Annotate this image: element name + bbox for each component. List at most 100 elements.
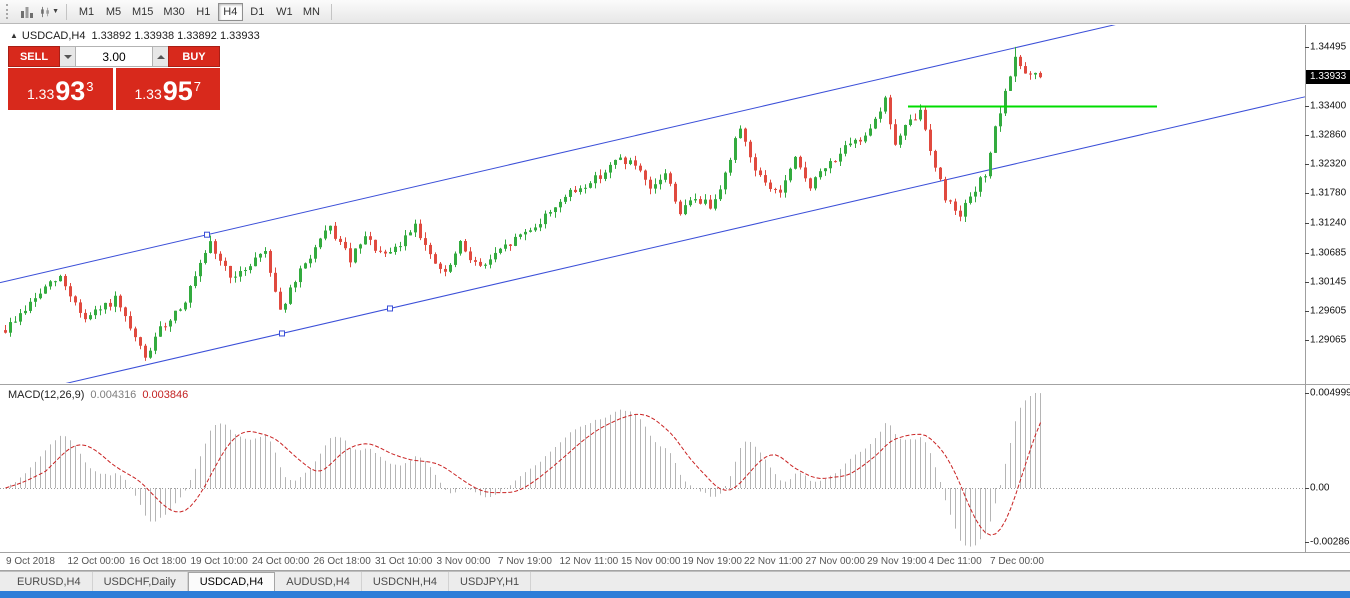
chart-tab-audusd-h4[interactable]: AUDUSD,H4	[275, 572, 362, 591]
time-axis-label: 16 Oct 18:00	[129, 556, 187, 567]
chart-tab-usdcad-h4[interactable]: USDCAD,H4	[187, 572, 276, 591]
time-axis-label: 15 Nov 00:00	[621, 556, 681, 567]
macd-label: MACD(12,26,9) 0.004316 0.003846	[8, 389, 188, 401]
timeframe-button-group: M1 M5 M15 M30 H1 H4 D1 W1 MN	[73, 2, 325, 21]
ask-price-big: 95	[162, 76, 193, 106]
macd-main-value: 0.004316	[90, 389, 137, 401]
price-axis-label: 1.32320	[1310, 158, 1347, 170]
bid-price-prefix: 1.33	[26, 86, 55, 102]
price-axis-label: 1.29065	[1310, 334, 1347, 346]
time-axis-label: 12 Nov 11:00	[559, 556, 619, 567]
price-scale-separator	[1305, 25, 1306, 570]
chart-header: ▲ USDCAD,H4 1.33892 1.33938 1.33892 1.3393…	[10, 30, 260, 42]
bid-price-panel[interactable]: 1.33 93 3	[8, 68, 113, 110]
chart-style-icon[interactable]: ▼	[39, 3, 59, 21]
ask-price-prefix: 1.33	[134, 86, 162, 102]
toolbar-separator	[66, 3, 67, 20]
panel-divider[interactable]	[0, 552, 1350, 553]
time-axis-label: 26 Oct 18:00	[313, 556, 371, 567]
chart-tab-usdcnh-h4[interactable]: USDCNH,H4	[362, 572, 450, 591]
timeframe-button-m30[interactable]: M30	[163, 5, 185, 18]
chart-tab-bar: EURUSD,H4 USDCHF,Daily USDCAD,H4 AUDUSD,H4 U…	[0, 571, 1350, 591]
price-axis-label: 1.31240	[1310, 217, 1347, 229]
bar-chart-glyph	[21, 6, 33, 18]
time-axis[interactable]: 9 Oct 2018 12 Oct 00:00 16 Oct 18:00 19 Oct…	[0, 553, 1350, 570]
timeframe-button-h4[interactable]: H4	[217, 2, 243, 21]
toolbar: ▼ M1 M5 M15 M30 H1 H4 D1 W1 MN	[0, 0, 1350, 24]
chart-tab-usdjpy-h1[interactable]: USDJPY,H1	[449, 572, 532, 591]
chart-tab-usdchf-daily[interactable]: USDCHF,Daily	[93, 572, 188, 591]
macd-canvas[interactable]	[0, 386, 1350, 551]
price-chart-canvas[interactable]	[0, 25, 1350, 383]
time-axis-label: 4 Dec 11:00	[928, 556, 982, 567]
price-axis-tick	[1305, 281, 1309, 283]
price-axis-tick	[1305, 106, 1309, 107]
time-axis-label: 12 Oct 00:00	[67, 556, 125, 567]
toolbar-separator	[330, 3, 332, 20]
timeframe-button-m1[interactable]: M1	[78, 5, 95, 18]
timeframe-button-m5[interactable]: M5	[105, 5, 122, 18]
current-price-tag: 1.33933	[1306, 70, 1350, 85]
collapse-triangle-icon[interactable]: ▲	[10, 31, 18, 40]
macd-axis-tick	[1305, 393, 1309, 395]
macd-axis-label: 0.00	[1310, 482, 1330, 494]
time-axis-label: 31 Oct 10:00	[375, 556, 433, 567]
timeframe-button-h1[interactable]: H1	[196, 5, 211, 18]
macd-axis-tick	[1305, 488, 1309, 489]
macd-signal-value: 0.003846	[142, 389, 189, 401]
macd-axis-label: 0.004999	[1310, 387, 1350, 399]
buy-button[interactable]: BUY	[168, 46, 220, 67]
toolbar-grip[interactable]	[6, 4, 11, 19]
macd-axis-tick	[1305, 542, 1309, 544]
chart-ohlc-values: 1.33892 1.33938 1.33892 1.33933	[91, 30, 260, 42]
timeframe-button-w1[interactable]: W1	[276, 5, 293, 18]
price-axis-label: 1.29605	[1310, 305, 1347, 317]
chart-tab-eurusd-h4[interactable]: EURUSD,H4	[6, 572, 93, 591]
window-bottom-strip	[0, 591, 1350, 598]
time-axis-label: 22 Nov 11:00	[744, 556, 803, 567]
price-axis-label: 1.32860	[1310, 129, 1347, 141]
price-axis-tick	[1305, 135, 1309, 137]
price-axis-label: 1.30685	[1310, 247, 1347, 259]
price-axis-tick	[1305, 193, 1309, 195]
price-axis-label: 1.30145	[1310, 276, 1347, 288]
time-axis-label: 19 Nov 19:00	[682, 556, 743, 567]
time-axis-label: 3 Nov 00:00	[436, 556, 491, 567]
bar-chart-icon[interactable]	[17, 3, 37, 21]
candle-glyph	[41, 6, 49, 17]
volume-increase-button[interactable]	[153, 46, 168, 67]
time-axis-label: 29 Nov 19:00	[867, 556, 927, 567]
bid-price-sup: 3	[86, 79, 94, 94]
time-axis-label: 27 Nov 00:00	[805, 556, 866, 567]
bid-price-big: 93	[55, 76, 86, 106]
price-axis-tick	[1305, 310, 1309, 312]
volume-input[interactable]	[75, 46, 153, 67]
ask-price-panel[interactable]: 1.33 95 7	[115, 68, 220, 110]
volume-decrease-button[interactable]	[60, 46, 75, 67]
price-axis-tick	[1305, 222, 1309, 224]
price-axis-tick	[1305, 46, 1309, 48]
dropdown-caret-icon: ▼	[52, 8, 59, 15]
time-axis-label: 7 Dec 00:00	[990, 556, 1044, 567]
time-axis-label: 7 Nov 19:00	[498, 556, 552, 567]
panel-divider[interactable]	[0, 384, 1350, 385]
sell-button[interactable]: SELL	[8, 46, 60, 67]
time-axis-label: 9 Oct 2018	[6, 556, 55, 567]
price-axis-tick	[1305, 340, 1309, 342]
one-click-trading-widget: SELL BUY 1.33 93 3 1.33 95 7	[8, 46, 220, 110]
macd-axis-label: -0.002868	[1310, 536, 1350, 548]
ask-price-sup: 7	[193, 79, 202, 94]
timeframe-button-d1[interactable]: D1	[250, 5, 265, 18]
time-axis-label: 19 Oct 10:00	[190, 556, 248, 567]
chart-symbol-label: USDCAD,H4	[21, 30, 86, 42]
price-axis-label: 1.33400	[1310, 100, 1347, 112]
timeframe-button-mn[interactable]: MN	[302, 5, 320, 18]
price-axis-tick	[1305, 252, 1309, 254]
price-axis-label: 1.34495	[1310, 41, 1347, 53]
time-axis-label: 24 Oct 00:00	[252, 556, 310, 567]
panel-divider	[0, 570, 1350, 571]
macd-title: MACD(12,26,9)	[8, 389, 85, 401]
price-axis-label: 1.31780	[1310, 187, 1347, 199]
timeframe-button-m15[interactable]: M15	[132, 5, 154, 18]
